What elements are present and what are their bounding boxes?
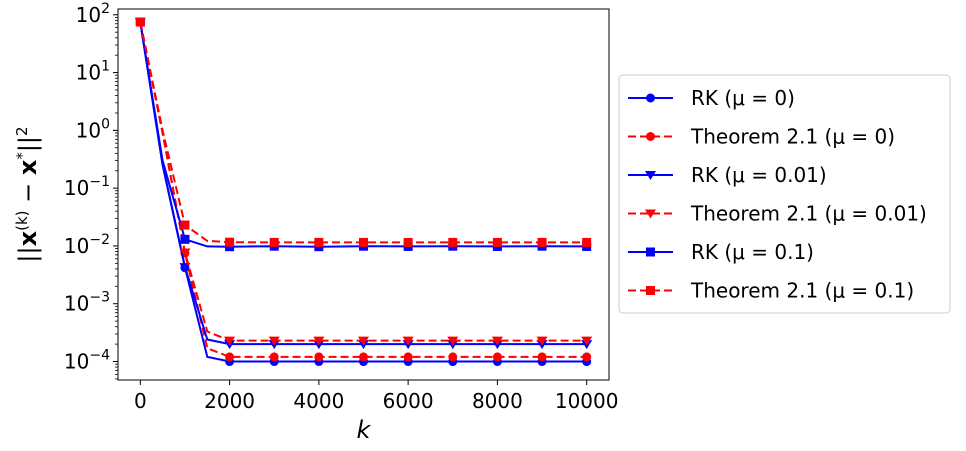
data-point bbox=[225, 352, 235, 362]
x-tick-label: 10000 bbox=[555, 389, 619, 413]
data-point bbox=[582, 237, 592, 247]
legend-marker bbox=[646, 247, 655, 257]
series bbox=[134, 17, 593, 350]
legend-item: Theorem 2.1 (μ = 0.01) bbox=[628, 202, 927, 226]
legend-item: RK (μ = 0) bbox=[628, 86, 795, 110]
legend-label: RK (μ = 0) bbox=[691, 86, 795, 110]
legend-item: RK (μ = 0.01) bbox=[628, 163, 827, 187]
legend-label: RK (μ = 0.1) bbox=[691, 240, 814, 264]
series bbox=[135, 17, 592, 367]
legend-label: Theorem 2.1 (μ = 0) bbox=[690, 125, 895, 149]
series bbox=[134, 17, 593, 346]
data-point bbox=[313, 336, 325, 346]
data-point bbox=[358, 336, 369, 346]
legend-label: Theorem 2.1 (μ = 0.1) bbox=[690, 279, 914, 303]
data-point bbox=[537, 352, 547, 362]
data-point bbox=[582, 352, 592, 362]
y-tick-label: 10−4 bbox=[64, 348, 110, 374]
data-point bbox=[314, 237, 324, 247]
data-point bbox=[179, 248, 191, 258]
legend-marker bbox=[645, 171, 656, 180]
series-line bbox=[139, 21, 587, 248]
x-axis-label: k bbox=[357, 416, 372, 444]
series-line bbox=[139, 21, 587, 363]
data-point bbox=[359, 352, 368, 362]
legend-label: Theorem 2.1 (μ = 0.01) bbox=[690, 202, 927, 226]
y-axis-label: ||x(k) − x*||2 bbox=[13, 126, 42, 262]
legend-label: RK (μ = 0.01) bbox=[691, 163, 827, 187]
data-point bbox=[491, 336, 503, 346]
legend-item: Theorem 2.1 (μ = 0.1) bbox=[628, 279, 914, 303]
series-line bbox=[139, 21, 587, 244]
legend-item: RK (μ = 0.1) bbox=[628, 240, 814, 264]
data-point bbox=[180, 220, 190, 230]
data-point bbox=[269, 237, 279, 247]
y-tick-label: 101 bbox=[76, 59, 110, 85]
data-point bbox=[402, 336, 414, 346]
plot-area-frame bbox=[117, 8, 610, 381]
data-point bbox=[492, 352, 502, 362]
series bbox=[135, 17, 592, 252]
data-point bbox=[537, 237, 547, 247]
legend-marker bbox=[646, 286, 655, 295]
legend-item: Theorem 2.1 (μ = 0) bbox=[628, 125, 895, 149]
data-point bbox=[180, 234, 190, 244]
series-layer bbox=[134, 17, 593, 367]
legend: RK (μ = 0) Theorem 2.1 (μ = 0) RK (μ = 0.0… bbox=[618, 74, 951, 314]
data-point bbox=[536, 336, 548, 346]
y-tick-label: 10−3 bbox=[64, 290, 110, 316]
data-point bbox=[448, 352, 458, 362]
data-point bbox=[403, 237, 413, 247]
series bbox=[135, 17, 592, 362]
y-tick-label: 10−1 bbox=[64, 174, 110, 200]
data-point bbox=[268, 336, 280, 346]
series-line bbox=[139, 21, 587, 346]
x-tick-label: 6000 bbox=[383, 389, 434, 413]
y-tick-label: 100 bbox=[76, 116, 110, 142]
data-point bbox=[581, 336, 593, 346]
data-point bbox=[269, 352, 279, 362]
x-tick-label: 4000 bbox=[293, 389, 344, 413]
data-point bbox=[359, 237, 368, 247]
data-point bbox=[135, 17, 145, 27]
x-axis-ticks: 0 2000 4000 6000 8000 10000 bbox=[134, 380, 619, 413]
data-point bbox=[492, 237, 502, 247]
legend-frame bbox=[618, 74, 951, 314]
series-line bbox=[139, 21, 587, 358]
legend-marker bbox=[646, 132, 655, 141]
data-point bbox=[314, 352, 324, 362]
y-tick-label: 102 bbox=[76, 1, 110, 27]
data-point bbox=[224, 336, 236, 346]
y-axis-ticks: 10−4 10−3 10−2 10−1 100 101 102 bbox=[64, 1, 118, 380]
data-point bbox=[403, 352, 413, 362]
series bbox=[135, 17, 592, 247]
data-point bbox=[448, 237, 458, 247]
series-line bbox=[139, 21, 587, 342]
x-tick-label: 8000 bbox=[472, 389, 523, 413]
x-tick-label: 2000 bbox=[204, 389, 255, 413]
data-point bbox=[447, 336, 459, 346]
legend-marker bbox=[646, 93, 655, 103]
legend-marker bbox=[645, 209, 656, 219]
x-tick-label: 0 bbox=[134, 389, 147, 413]
y-tick-label: 10−2 bbox=[64, 232, 110, 258]
data-point bbox=[225, 237, 235, 247]
